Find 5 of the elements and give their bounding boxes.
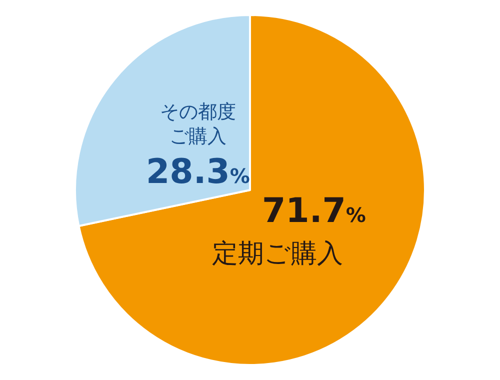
data-label: 28.3% — [146, 152, 250, 192]
data-label: 71.7% — [262, 191, 366, 231]
slice-label: 定期ご購入 — [212, 239, 343, 269]
pie-slice — [78, 14, 426, 366]
slice-label: その都度ご購入 — [160, 101, 236, 148]
